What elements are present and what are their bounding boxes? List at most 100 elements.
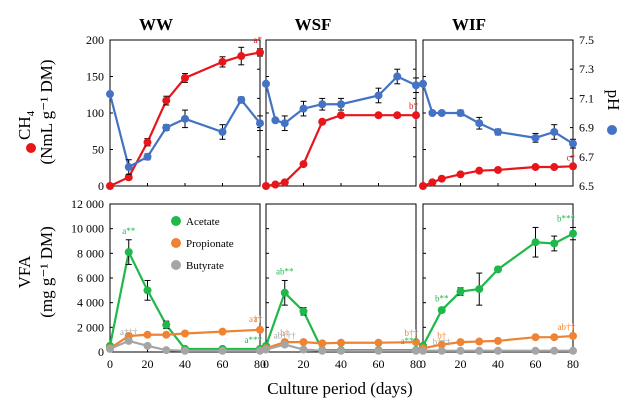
panel-4-acetate-point bbox=[143, 286, 152, 295]
panel-4-x-tick-label: 80 bbox=[254, 357, 266, 371]
panel-1-ch4-point bbox=[106, 182, 114, 190]
panel-4-y-tick-label: 6 000 bbox=[77, 271, 104, 285]
panel-2-annotation: b* bbox=[409, 101, 419, 111]
panel-4-acetate-point bbox=[124, 248, 133, 257]
panel-6-propionate-point bbox=[456, 338, 465, 347]
panel-5-butyrate-point bbox=[262, 345, 270, 354]
panel-2-ph-point bbox=[374, 91, 383, 100]
panel-5-annotation: b† bbox=[280, 328, 290, 338]
panel-6-butyrate-point bbox=[419, 346, 427, 355]
panel-4-acetate-point bbox=[162, 320, 171, 329]
panel-2-ch4-point bbox=[318, 117, 327, 126]
panel-3-ph-point bbox=[531, 133, 540, 142]
panel-5-acetate-point bbox=[280, 288, 289, 297]
panel-2-ph-point bbox=[318, 100, 327, 109]
panel-5-propionate-point bbox=[374, 338, 383, 347]
panel-3-y2-tick-label: 6.5 bbox=[579, 179, 594, 193]
ch4-legend-marker bbox=[26, 143, 36, 153]
panel-1-ph-point bbox=[218, 127, 227, 136]
panel-4-propionate-point bbox=[256, 325, 264, 334]
panel-6-annotation: b† bbox=[437, 331, 447, 341]
panel-4-butyrate-point bbox=[256, 346, 264, 355]
panel-2-ph-point bbox=[337, 100, 345, 109]
panel-6-acetate-point bbox=[494, 265, 502, 274]
panel-5-annotation: ab††† bbox=[274, 331, 296, 341]
panel-title-wif: WIF bbox=[452, 15, 486, 34]
panel-3-ch4-point bbox=[475, 166, 484, 175]
ch4-unit-label: (NmL g⁻¹ DM) bbox=[37, 59, 56, 164]
panel-4-butyrate-point bbox=[162, 346, 171, 355]
panel-6-propionate-point bbox=[475, 337, 484, 346]
panel-1-y-tick-label: 200 bbox=[86, 33, 104, 47]
panel-3-ch4-point bbox=[419, 182, 427, 190]
legend-marker-acetate bbox=[171, 216, 181, 226]
panel-4-y-tick-label: 0 bbox=[98, 345, 104, 359]
ch4-sub: 4 bbox=[25, 110, 37, 116]
panel-3-y2-tick-label: 7.1 bbox=[579, 91, 594, 105]
ch4-label: CH bbox=[15, 116, 34, 140]
panel-2-ch4-line bbox=[265, 114, 416, 188]
panel-3-y2-tick-label: 6.7 bbox=[579, 150, 594, 164]
panel-2-ch4-point bbox=[374, 111, 383, 120]
svg-text:CH4: CH4 bbox=[15, 110, 37, 140]
panel-4-y-tick-label: 2 000 bbox=[77, 320, 104, 334]
panel-4-butyrate-point bbox=[143, 341, 152, 350]
panel-5-butyrate-point bbox=[318, 346, 327, 355]
panel-4-x-tick-label: 0 bbox=[107, 357, 113, 371]
panel-3-ch4-point bbox=[428, 178, 437, 187]
panel-6-propionate-point bbox=[531, 333, 540, 342]
panel-5-propionate-point bbox=[299, 338, 308, 347]
panel-1-ph-point bbox=[237, 95, 246, 104]
panel-1-ph-point bbox=[162, 123, 171, 132]
panel-5-x-tick-label: 60 bbox=[373, 357, 385, 371]
panel-2-ph-point bbox=[393, 72, 402, 81]
panel-4-y-tick-label: 8 000 bbox=[77, 246, 104, 260]
panel-3-annotation: c* bbox=[567, 152, 576, 162]
panel-3-ch4-point bbox=[550, 163, 559, 172]
panel-3-ph-point bbox=[475, 119, 484, 128]
panel-3-y2-tick-label: 6.9 bbox=[579, 121, 594, 135]
panel-6-annotation: ab†† bbox=[558, 322, 576, 332]
panel-4-propionate-point bbox=[143, 330, 152, 339]
panel-title-wsf: WSF bbox=[295, 15, 332, 34]
panel-1-ph-point bbox=[181, 114, 189, 123]
panel-6-propionate-point bbox=[569, 331, 577, 340]
panel-4-annotation: a††† bbox=[120, 327, 138, 337]
panel-3-ph-point bbox=[456, 109, 465, 117]
panel-3-ph-point bbox=[494, 127, 502, 136]
panel-3-ch4-point bbox=[437, 174, 446, 183]
panel-1-y-tick-label: 150 bbox=[86, 70, 104, 84]
panel-1-ch4-point bbox=[256, 48, 264, 57]
panel-4-x-tick-label: 20 bbox=[142, 357, 154, 371]
panel-2-ch4-point bbox=[299, 160, 308, 169]
panel-title-ww: WW bbox=[139, 15, 173, 34]
panel-6-propionate-point bbox=[550, 333, 559, 342]
panel-6-butyrate-point bbox=[456, 346, 465, 355]
panel-6-acetate-point bbox=[550, 239, 559, 248]
panel-5-acetate-point bbox=[299, 307, 308, 316]
panel-6-annotation: b*** bbox=[557, 213, 576, 223]
panel-1-annotation: a* bbox=[254, 35, 263, 45]
panel-1-ph-point bbox=[256, 119, 264, 128]
panel-2-ph-point bbox=[262, 79, 270, 88]
panel-4-propionate-point bbox=[181, 329, 189, 338]
panel-3-ch4-point bbox=[494, 165, 502, 174]
panel-1-ch4-point bbox=[181, 73, 189, 82]
legend-marker-butyrate bbox=[171, 260, 181, 270]
panel-5-x-tick-label: 20 bbox=[298, 357, 310, 371]
panel-1-ch4-point bbox=[237, 52, 246, 61]
panel-2-ch4-point bbox=[262, 182, 270, 190]
panel-1-ch4-point bbox=[143, 138, 152, 147]
vfa-unit-label: (mg g⁻¹ DM) bbox=[37, 226, 56, 318]
panel-3-ph-point bbox=[428, 109, 437, 117]
panel-2-ch4-point bbox=[393, 111, 402, 120]
panel-3-ph-point bbox=[437, 109, 446, 117]
panel-2-ph-point bbox=[280, 119, 289, 128]
panel-1-ch4-point bbox=[218, 57, 227, 66]
legend-label-propionate: Propionate bbox=[186, 238, 234, 250]
panel-6-butyrate-point bbox=[437, 346, 446, 355]
panel-5-butyrate-point bbox=[374, 346, 383, 355]
legend-marker-propionate bbox=[171, 238, 181, 248]
